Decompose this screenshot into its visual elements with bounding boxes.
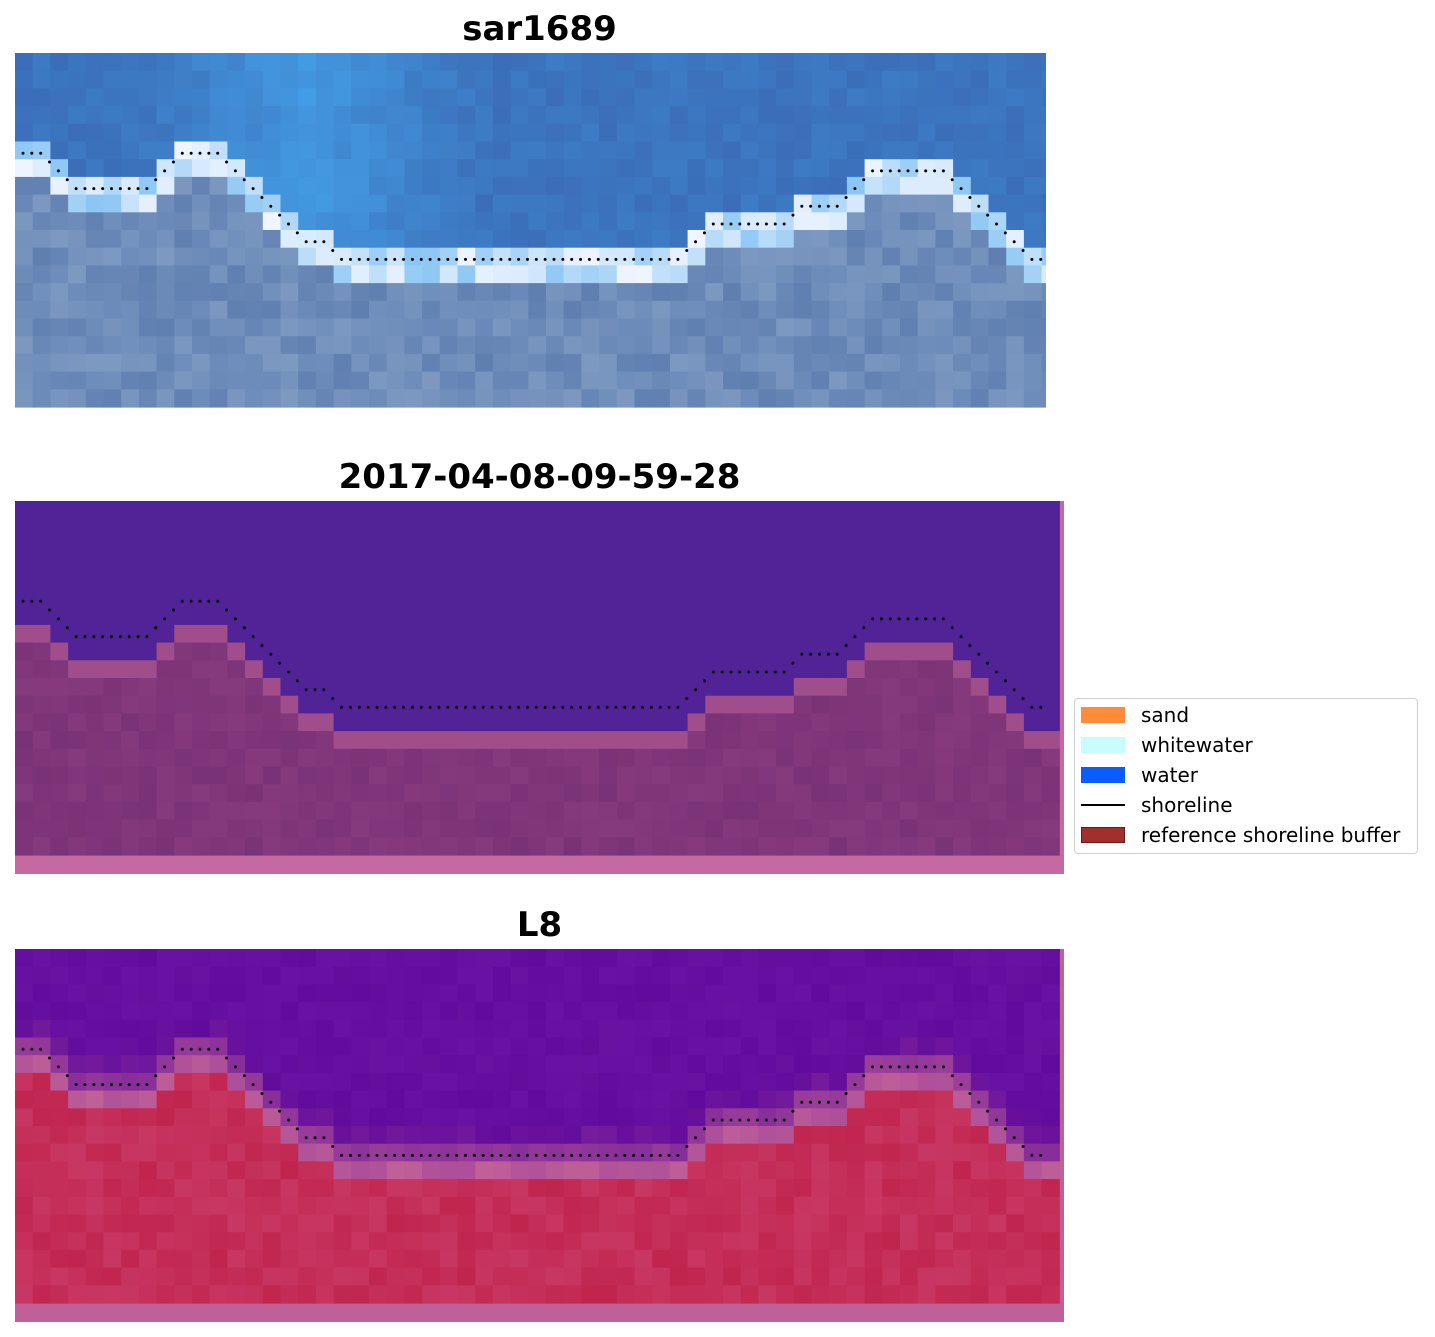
legend-item-whitewater: whitewater: [1081, 733, 1411, 757]
rgb-image-panel: [15, 53, 1046, 408]
rgb-image: [15, 53, 1046, 408]
legend-item-reference-buffer: reference shoreline buffer: [1081, 823, 1411, 847]
classified-image: [15, 501, 1064, 874]
panel-title-rgb: sar1689: [462, 9, 617, 49]
legend-item-sand: sand: [1081, 703, 1411, 727]
shoreline-points: [21, 1047, 1043, 1157]
classified-image-panel: [15, 501, 1064, 874]
legend-swatch-sand: [1081, 707, 1125, 723]
panel-title-classified: 2017-04-08-09-59-28: [338, 457, 741, 497]
legend-label: water: [1141, 763, 1198, 787]
legend-swatch-reference-buffer: [1081, 827, 1125, 843]
legend-label: sand: [1141, 703, 1190, 727]
panel-title-mndwi: L8: [516, 905, 563, 945]
legend-item-shoreline: shoreline: [1081, 793, 1411, 817]
legend-label: shoreline: [1141, 793, 1233, 817]
legend: sand whitewater water shoreline referenc…: [1074, 698, 1418, 854]
legend-swatch-whitewater: [1081, 737, 1125, 753]
l8-image-panel: [15, 949, 1064, 1322]
legend-label: reference shoreline buffer: [1141, 823, 1401, 847]
legend-label: whitewater: [1141, 733, 1253, 757]
l8-image: [15, 949, 1064, 1322]
shoreline-points: [21, 599, 1043, 709]
legend-swatch-water: [1081, 767, 1125, 783]
legend-item-water: water: [1081, 763, 1411, 787]
shoreline-points: [21, 151, 1043, 261]
legend-line-shoreline: [1081, 804, 1125, 806]
